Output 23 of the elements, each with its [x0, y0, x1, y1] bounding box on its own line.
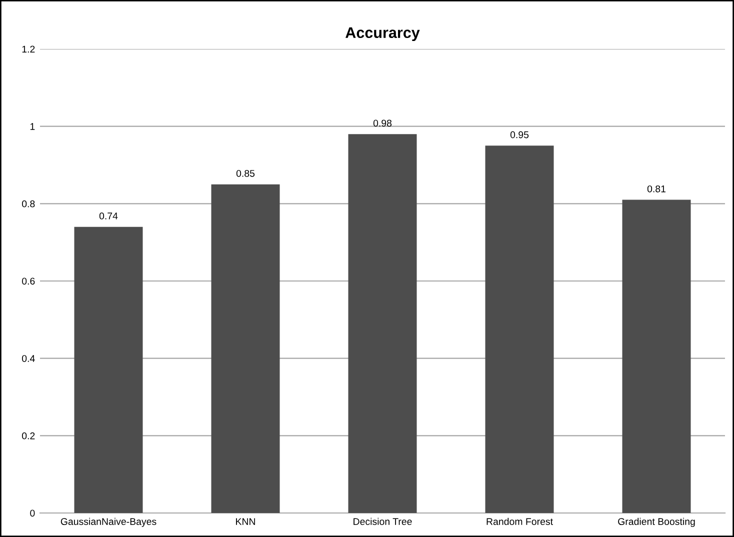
data-label: 0.85 [236, 170, 255, 177]
data-label: 0.74 [99, 212, 118, 220]
bar [485, 146, 554, 513]
x-tick-label: Gradient Boosting [618, 518, 695, 527]
x-tick-label: Random Forest [486, 518, 553, 525]
bar [622, 200, 691, 513]
data-label: 0.81 [647, 185, 666, 192]
data-label: 0.95 [510, 131, 529, 138]
y-tick-label: 1 [30, 123, 35, 130]
y-tick-label: 0.6 [22, 278, 35, 285]
y-tick-label: 1.2 [22, 46, 35, 53]
bar [211, 184, 280, 513]
x-tick-label: Decision Tree [354, 518, 412, 525]
chart-title: Accurarcy [346, 27, 420, 42]
y-tick-label: 0.4 [22, 355, 35, 362]
bar [348, 134, 417, 513]
y-tick-label: 0 [30, 510, 35, 517]
x-tick-label: GaussianNaive-Bayes [60, 518, 156, 527]
data-label: 0.98 [373, 120, 392, 127]
y-tick-label: 0.8 [22, 200, 35, 208]
y-tick-label: 0.2 [22, 432, 35, 440]
bar [74, 226, 143, 513]
x-tick-label: KNN [236, 518, 255, 525]
